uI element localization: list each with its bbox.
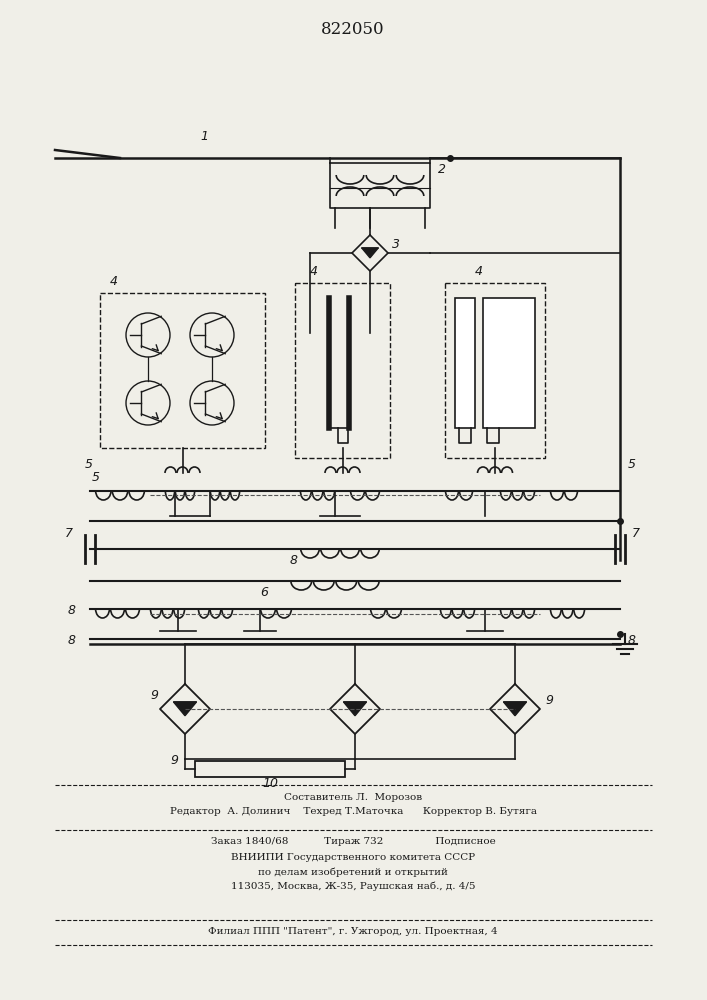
Text: 822050: 822050 xyxy=(321,21,385,38)
Text: ВНИИПИ Государственного комитета СССР: ВНИИПИ Государственного комитета СССР xyxy=(231,854,475,862)
Text: Составитель Л.  Морозов: Составитель Л. Морозов xyxy=(284,794,422,802)
Bar xyxy=(455,298,475,428)
Text: Редактор  А. Долинич    Техред Т.Маточка      Корректор В. Бутяга: Редактор А. Долинич Техред Т.Маточка Кор… xyxy=(170,808,537,816)
Text: 9: 9 xyxy=(170,754,178,767)
Text: 9: 9 xyxy=(150,689,158,702)
Polygon shape xyxy=(362,248,378,258)
Polygon shape xyxy=(344,702,366,716)
Bar xyxy=(483,298,535,428)
Text: 7: 7 xyxy=(632,527,640,540)
Text: 2: 2 xyxy=(438,163,446,176)
Polygon shape xyxy=(174,702,197,716)
Text: Заказ 1840/68           Тираж 732                Подписное: Заказ 1840/68 Тираж 732 Подписное xyxy=(211,838,496,846)
Bar xyxy=(195,761,345,777)
Text: 8: 8 xyxy=(290,554,298,567)
Text: 1: 1 xyxy=(200,130,208,143)
Text: 8: 8 xyxy=(628,634,636,647)
Text: 3: 3 xyxy=(392,238,400,251)
Bar xyxy=(100,293,265,448)
Polygon shape xyxy=(504,702,526,716)
Text: 4: 4 xyxy=(110,275,118,288)
Text: 4: 4 xyxy=(310,265,318,278)
Text: 5: 5 xyxy=(85,458,93,471)
Text: 5: 5 xyxy=(92,471,100,484)
Text: по делам изобретений и открытий: по делам изобретений и открытий xyxy=(258,867,448,877)
Text: 8: 8 xyxy=(68,634,76,647)
Text: 5: 5 xyxy=(628,458,636,471)
Text: 10: 10 xyxy=(262,777,278,790)
Text: 4: 4 xyxy=(475,265,483,278)
Text: 8: 8 xyxy=(68,604,76,617)
Text: 6: 6 xyxy=(260,586,268,599)
Text: 113035, Москва, Ж-35, Раушская наб., д. 4/5: 113035, Москва, Ж-35, Раушская наб., д. … xyxy=(230,881,475,891)
Text: 7: 7 xyxy=(65,527,73,540)
Bar xyxy=(295,283,390,458)
Text: 9: 9 xyxy=(545,694,553,707)
Text: Филиал ППП "Патент", г. Ужгород, ул. Проектная, 4: Филиал ППП "Патент", г. Ужгород, ул. Про… xyxy=(208,928,498,936)
Bar xyxy=(445,283,545,458)
